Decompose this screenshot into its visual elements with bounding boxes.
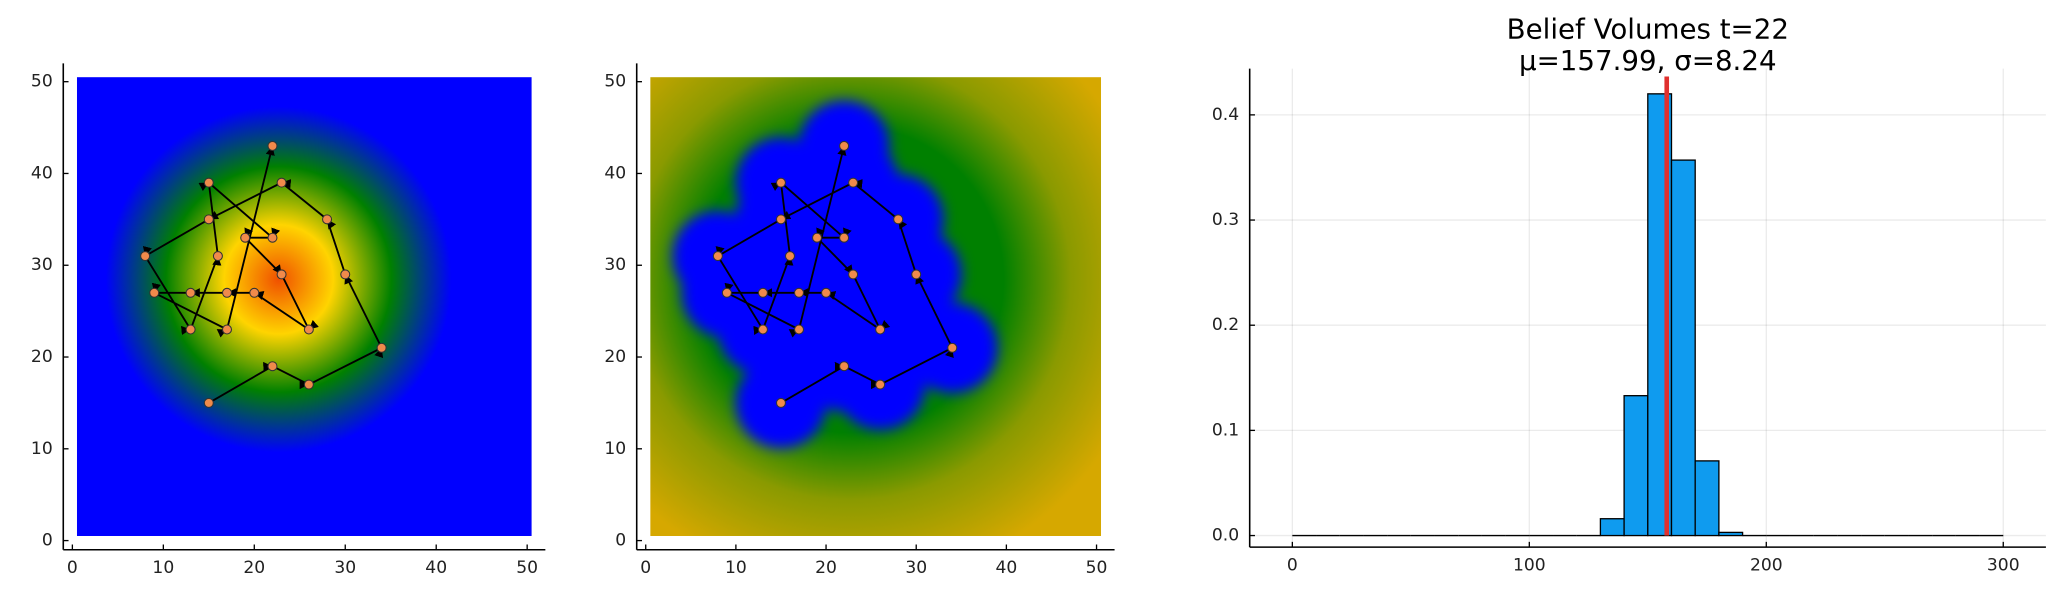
x-tick-label: 30 [334,558,356,578]
trajectory-point [212,251,223,262]
trajectory-point [203,214,214,225]
bar [1623,395,1649,537]
y-tick-label: 20 [604,347,626,367]
trajectory-point [140,251,151,262]
trajectory-point [875,379,886,390]
heatmap [76,77,532,536]
trajectory-point [303,324,314,335]
trajectory-point [276,269,287,280]
chart-subtitle: μ=157.99, σ=8.24 [1519,44,1777,77]
y-tick-label: 30 [31,255,53,275]
x-tick-label: 0 [640,558,651,578]
x-tick-label: 0 [67,558,78,578]
trajectory-point [839,140,850,151]
x-tick-label: 40 [425,558,447,578]
trajectory-point [340,269,351,280]
y-tick-label: 40 [31,163,53,183]
y-tick-label: 0.3 [1212,210,1239,230]
y-tick-label: 50 [604,72,626,92]
bar [1718,531,1744,537]
bar [1670,159,1696,537]
trajectory-point [185,324,196,335]
y-tick-label: 10 [604,439,626,459]
y-tick-label: 0.0 [1212,526,1239,546]
trajectory-point [712,251,723,262]
y-tick-label: 0 [615,531,626,551]
trajectory-point [839,232,850,243]
trajectory-point [784,251,795,262]
y-tick-label: 0.1 [1212,420,1239,440]
trajectory-point [376,342,387,353]
trajectory-point [848,269,859,280]
y-tick-label: 50 [31,72,53,92]
trajectory-point [757,324,768,335]
x-tick-label: 50 [1086,558,1108,578]
y-tick-label: 10 [31,439,53,459]
trajectory-point [203,397,214,408]
x-tick-label: 300 [1987,556,2020,576]
x-tick-label: 10 [725,558,747,578]
y-tick-label: 0 [42,531,53,551]
trajectory-point [812,232,823,243]
trajectory-point [203,177,214,188]
y-tick-label: 0.4 [1212,105,1239,125]
trajectory-point [947,342,958,353]
heatmap [650,77,1102,536]
trajectory-point [721,287,732,298]
y-tick-label: 0.2 [1212,315,1239,335]
x-tick-label: 20 [243,558,265,578]
x-tick-label: 200 [1750,556,1783,576]
trajectory-point [793,324,805,335]
trajectory-point [875,324,886,335]
trajectory-point [839,361,850,372]
trajectory-point [775,214,786,225]
trajectory-point [303,379,314,390]
trajectory-point [240,232,251,243]
trajectory-point [221,324,233,335]
trajectory-point [911,269,922,280]
x-tick-label: 40 [995,558,1017,578]
trajectory-point [757,287,768,298]
bar [1694,460,1720,537]
trajectory-point [267,140,278,151]
trajectory-point [267,232,278,243]
trajectory-point [821,287,832,298]
trajectory-point [775,397,786,408]
y-tick-label: 20 [31,347,53,367]
trajectory-point [276,177,287,188]
x-tick-label: 10 [152,558,174,578]
trajectory-point [267,361,278,372]
trajectory-point [221,287,233,298]
x-tick-label: 0 [1287,556,1298,576]
trajectory-point [793,287,805,298]
x-tick-label: 30 [905,558,927,578]
x-tick-label: 20 [815,558,837,578]
trajectory-point [149,287,160,298]
bar [1599,518,1625,537]
trajectory-point [322,214,333,225]
trajectory-point [848,177,859,188]
chart-title: Belief Volumes t=22 [1507,12,1789,45]
x-tick-label: 50 [516,558,538,578]
trajectory-point [249,287,260,298]
trajectory-point [185,287,196,298]
y-tick-label: 30 [604,255,626,275]
trajectory-point [893,214,904,225]
trajectory-point [775,177,786,188]
x-tick-label: 100 [1513,556,1546,576]
y-tick-label: 40 [604,163,626,183]
heatmap-field [76,77,532,536]
